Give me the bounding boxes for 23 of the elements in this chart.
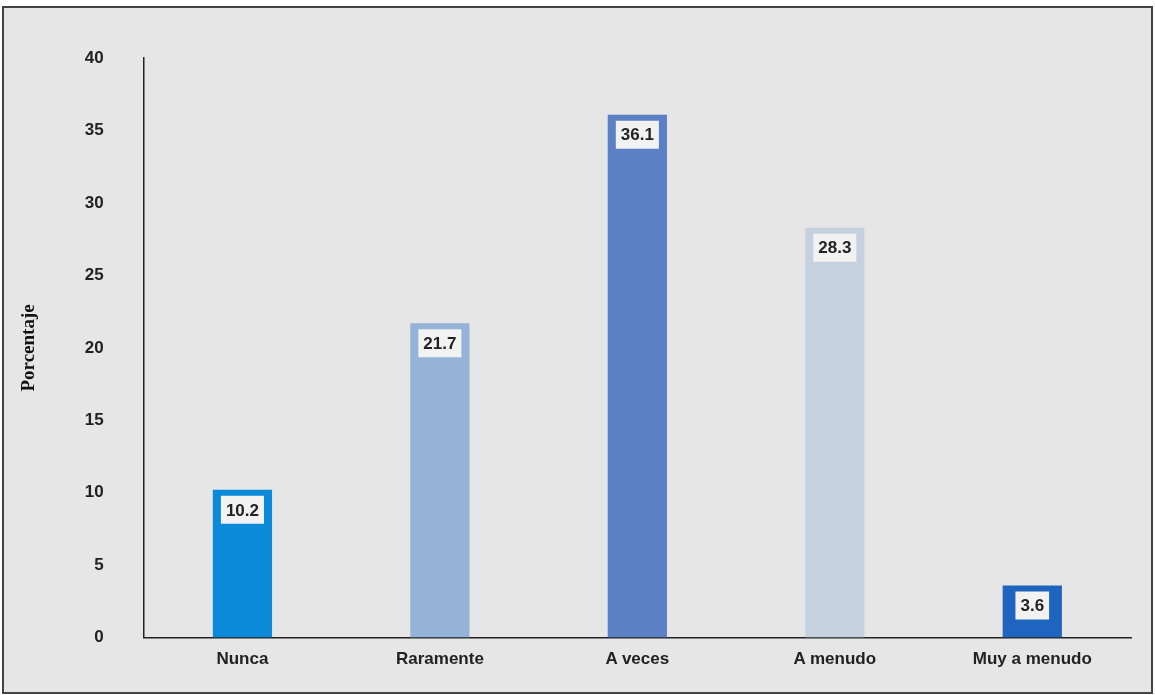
data-label: 21.7 [423, 333, 457, 353]
x-tick-label: A menudo [793, 649, 877, 669]
x-tick-label: Muy a menudo [972, 649, 1092, 669]
x-tick-label: A veces [605, 649, 670, 669]
bar [607, 114, 667, 638]
y-tick-label: 15 [84, 410, 104, 430]
y-tick-label: 5 [94, 554, 104, 574]
data-label: 36.1 [620, 125, 654, 145]
bar [805, 227, 865, 638]
data-label: 28.3 [818, 238, 852, 258]
data-label: 3.6 [1020, 596, 1045, 616]
y-tick-label: 30 [84, 192, 104, 212]
y-tick-label: 0 [94, 627, 104, 647]
y-tick-label: 10 [84, 482, 104, 502]
y-tick-label: 20 [84, 337, 104, 357]
x-tick-label: Nunca [216, 649, 269, 669]
x-tick-label: Raramente [395, 649, 484, 669]
y-tick-label: 35 [84, 120, 104, 140]
bar [410, 323, 470, 638]
data-label: 10.2 [225, 500, 259, 520]
y-tick-label: 40 [84, 47, 104, 67]
y-axis-title: Porcentaje [17, 304, 39, 392]
y-tick-label: 25 [84, 265, 104, 285]
